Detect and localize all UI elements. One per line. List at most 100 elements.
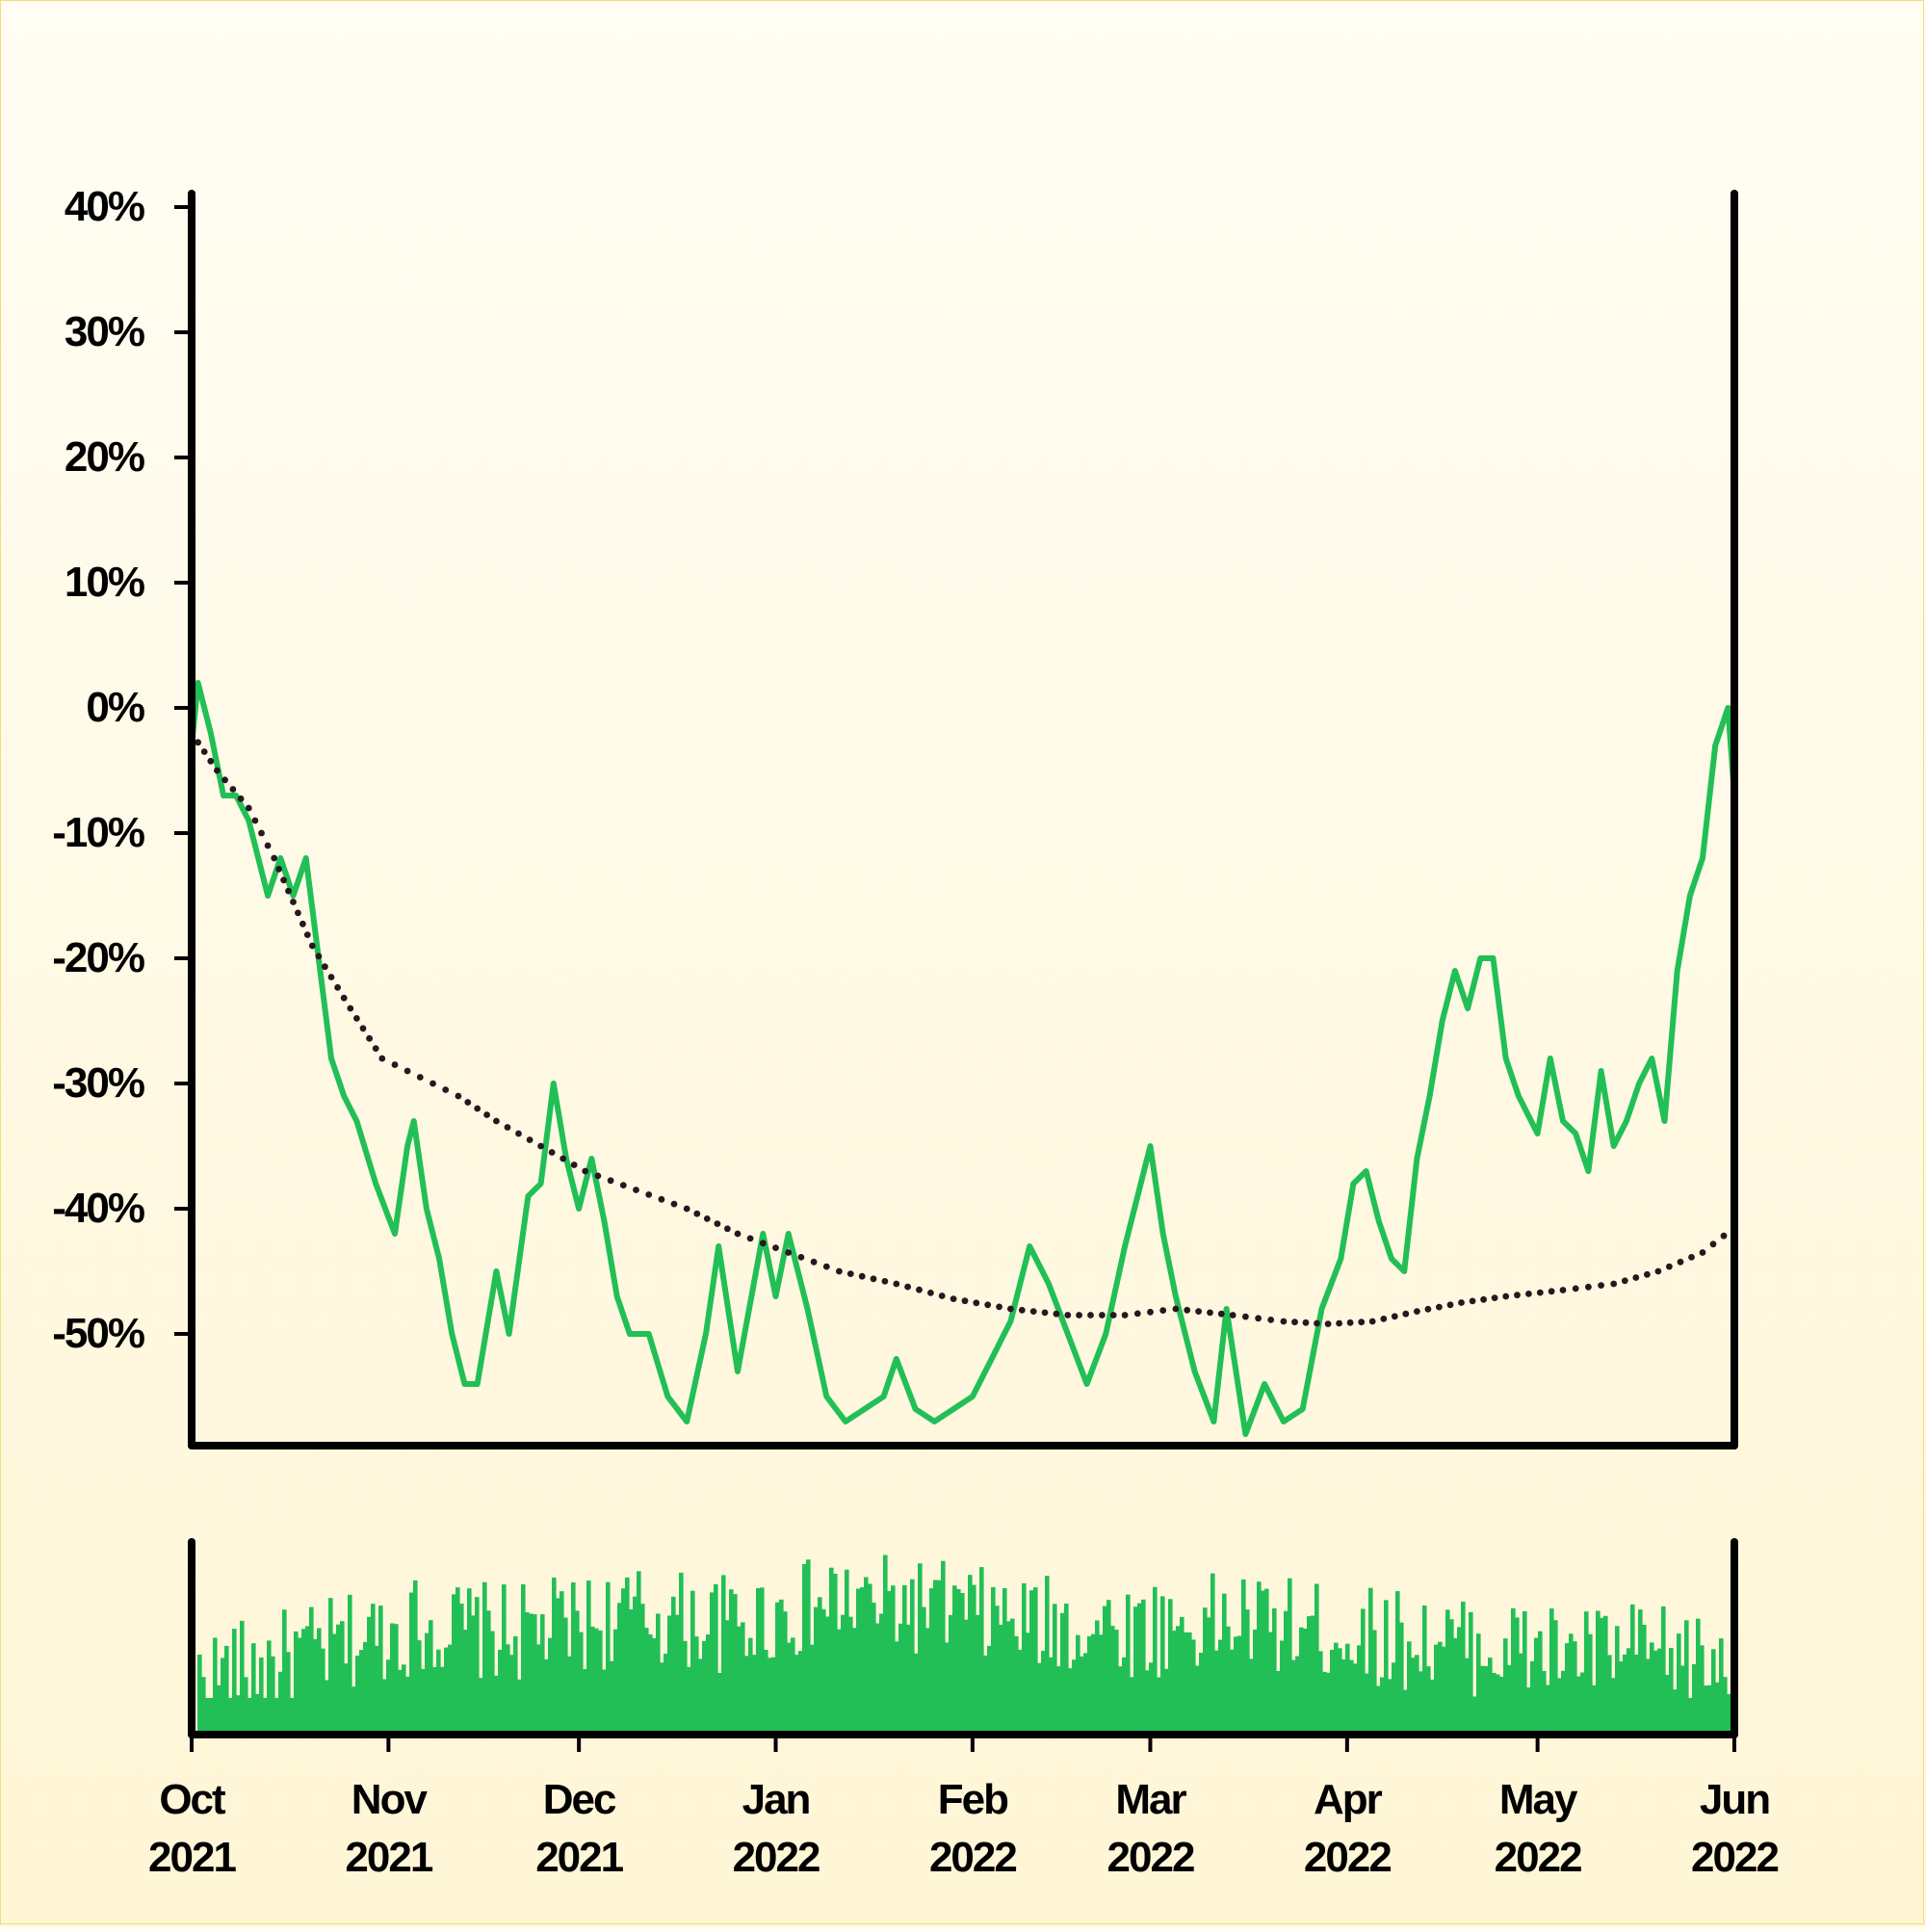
volume-bar [1234,1636,1238,1735]
volume-bar [563,1617,568,1735]
volume-bar [517,1679,522,1735]
volume-bar [1018,1650,1023,1735]
moving-average-dot [560,1155,567,1162]
volume-bar [1334,1642,1339,1735]
x-tick-month: May [1499,1776,1578,1823]
volume-bar [956,1588,961,1735]
volume-bar [583,1669,587,1735]
volume-bar [1418,1671,1423,1735]
volume-bar [1157,1677,1161,1735]
moving-average-dot [1172,1305,1180,1313]
volume-bar [729,1589,734,1735]
volume-bar [1291,1659,1296,1735]
volume-bar [1449,1619,1454,1735]
x-tick-year: 2021 [148,1834,236,1881]
volume-bar [479,1678,483,1735]
volume-bar [1353,1663,1358,1735]
moving-average-dot [537,1142,544,1150]
volume-bar [417,1640,422,1735]
volume-bar [1245,1609,1250,1735]
volume-bar [502,1584,507,1735]
volume-bar [1445,1609,1450,1735]
y-tick-label: -30% [52,1059,144,1107]
volume-bar [1619,1661,1624,1735]
volume-bar [556,1598,560,1735]
moving-average-dot [391,1061,399,1068]
moving-average-dot [1572,1285,1579,1292]
moving-average-dot [670,1200,678,1208]
moving-average-dot [295,909,301,917]
y-tick-label: -20% [52,934,144,981]
moving-average-dot [1699,1249,1706,1256]
volume-bar [363,1641,368,1735]
volume-bar [787,1642,792,1735]
moving-average-dot [526,1136,534,1143]
volume-bar [1257,1581,1262,1735]
volume-bar [629,1609,634,1735]
volume-bar [999,1624,1003,1735]
volume-bar [332,1633,337,1735]
volume-bar [675,1614,680,1735]
volume-bar [1326,1672,1331,1735]
volume-bar [313,1639,318,1735]
volume-bar [1338,1648,1342,1735]
moving-average-dot [378,1055,386,1062]
moving-average-dot [904,1283,911,1291]
volume-bar [829,1567,834,1735]
volume-bar [452,1594,456,1735]
volume-bar [1207,1617,1211,1735]
moving-average-dot [207,757,215,765]
volume-bar [910,1579,915,1735]
volume-bar [1072,1659,1077,1735]
moving-average-dot [195,739,202,746]
volume-bar [648,1634,653,1735]
moving-average-dot [229,786,237,793]
volume-bar [1307,1616,1312,1735]
moving-average-dot [1229,1312,1236,1318]
moving-average-dot [714,1220,721,1227]
moving-average-dot [693,1210,701,1217]
moving-average-dot [322,963,328,971]
volume-bar [205,1698,210,1735]
x-tick-year: 2022 [1691,1834,1778,1881]
volume-bar [1642,1625,1647,1735]
volume-bar [656,1613,661,1735]
volume-bar [929,1588,934,1735]
moving-average-dot [938,1292,946,1299]
moving-average-dot [1666,1263,1673,1270]
volume-bar [448,1644,453,1735]
moving-average-dot [1585,1283,1592,1291]
volume-bar [1530,1660,1535,1735]
volume-bar [1538,1631,1543,1735]
volume-bar [317,1628,322,1735]
volume-bar [1476,1633,1481,1735]
volume-bar [405,1676,410,1735]
volume-bar [259,1657,264,1735]
volume-bar [1569,1633,1574,1735]
volume-bar [1222,1593,1227,1735]
moving-average-dot [416,1074,424,1081]
moving-average-dot [280,876,287,884]
volume-bar [1026,1632,1030,1735]
moving-average-dot [1536,1289,1544,1296]
volume-bar [228,1698,233,1735]
volume-bar [1723,1677,1728,1735]
volume-bar [251,1643,256,1735]
moving-average-dot [1324,1320,1332,1327]
volume-bar [633,1596,638,1735]
volume-bar [872,1603,876,1735]
volume-bar [864,1577,869,1735]
volume-bar [1553,1620,1558,1735]
volume-bar [683,1640,688,1735]
moving-average-dot [1677,1258,1684,1266]
volume-bar [1430,1679,1435,1735]
volume-bar [1480,1665,1485,1735]
volume-bar [1534,1637,1539,1735]
volume-bar [278,1671,283,1735]
volume-bar [1719,1638,1724,1735]
volume-bar [1461,1602,1466,1735]
volume-bar [455,1587,460,1735]
volume-bar [821,1608,826,1735]
y-tick-label: -10% [52,809,144,856]
